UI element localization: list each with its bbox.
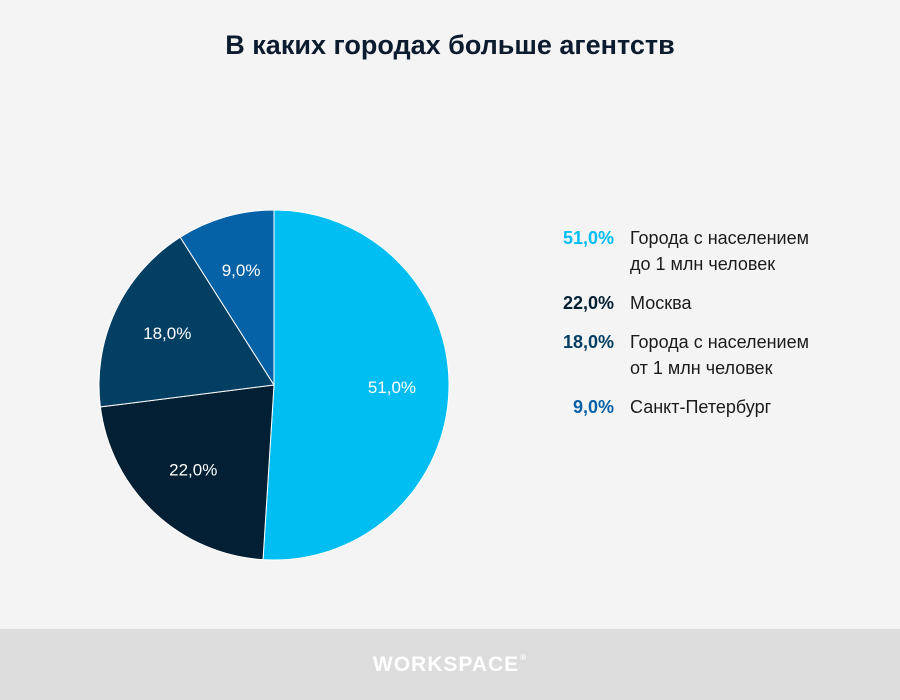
legend-value: 22,0% (562, 293, 614, 313)
chart-title: В каких городах больше агентств (225, 30, 675, 60)
footer-bar: WORKSPACE® (0, 629, 900, 700)
legend-label: Города с населением от 1 млн человек (630, 332, 809, 378)
pie-labels: 51,0% 22,0% 18,0% 9,0% (143, 261, 416, 479)
legend-label: Москва (630, 293, 692, 313)
pie-chart: 51,0% 22,0% 18,0% 9,0% (98, 209, 450, 561)
registered-mark-icon: ® (520, 653, 528, 662)
slice-label: 18,0% (143, 324, 191, 343)
legend-item: 18,0% Города с населением от 1 млн челов… (540, 329, 870, 381)
legend-item: 9,0% Санкт-Петербург (540, 394, 870, 420)
workspace-logo: WORKSPACE® (0, 653, 900, 677)
legend-label: Санкт-Петербург (630, 397, 772, 417)
legend-value: 9,0% (572, 397, 614, 417)
logo-text: WORKSPACE (372, 653, 520, 676)
pie-slice (179, 209, 275, 387)
slice-label: 22,0% (169, 461, 217, 480)
slice-label: 51,0% (368, 378, 416, 397)
pie-slice (99, 384, 275, 561)
pie-slices (98, 209, 450, 561)
slice-label: 9,0% (222, 261, 261, 280)
legend: 51,0% Города с населением до 1 млн челов… (540, 225, 870, 433)
legend-label: Города с населением до 1 млн человек (630, 228, 809, 274)
legend-value: 51,0% (562, 228, 614, 248)
legend-item: 22,0% Москва (540, 290, 870, 316)
legend-item: 51,0% Города с населением до 1 млн челов… (540, 225, 870, 277)
pie-slice (98, 236, 275, 408)
pie-slice (262, 209, 450, 561)
legend-value: 18,0% (562, 332, 614, 352)
